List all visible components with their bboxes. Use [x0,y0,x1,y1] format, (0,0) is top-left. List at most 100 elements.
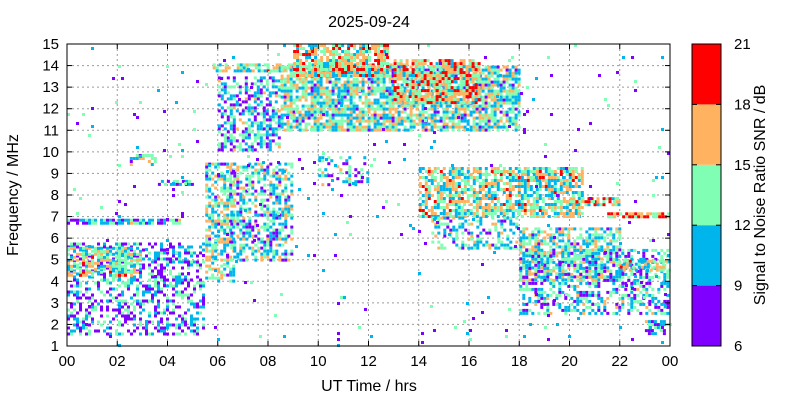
snr-cell [433,122,437,126]
snr-cell [76,290,79,294]
snr-cell [217,165,221,169]
snr-cell [272,171,276,175]
snr-cell [151,221,154,225]
snr-cell [359,62,363,65]
snr-cell [271,85,275,89]
snr-cell [462,101,466,105]
snr-cell [475,125,479,129]
snr-cell [277,145,281,149]
snr-cell [205,171,209,175]
snr-cell [511,110,515,114]
snr-cell [217,252,221,256]
snr-cell [244,136,248,140]
snr-cell [287,258,291,262]
snr-cell [484,116,488,120]
snr-cell [520,209,524,212]
snr-cell [223,204,227,208]
snr-cell [332,44,336,47]
snr-cell [304,98,308,102]
snr-cell [217,270,221,274]
snr-cell [259,88,263,92]
snr-cell [337,89,341,93]
snr-cell [245,258,249,262]
snr-cell [499,209,503,212]
snr-cell [148,311,151,315]
snr-cell [320,68,324,71]
snr-cell [268,145,272,149]
snr-cell [353,56,357,59]
snr-cell [263,171,267,175]
snr-cell [298,119,302,123]
snr-cell [265,118,269,122]
snr-cell [479,222,483,226]
snr-cell [322,86,326,90]
snr-cell [567,242,571,246]
snr-cell [496,179,500,182]
snr-cell [523,191,527,194]
snr-cell [391,71,395,75]
snr-cell [400,68,404,72]
snr-cell [445,89,449,93]
snr-cell [556,200,560,203]
snr-cell [316,98,320,102]
snr-cell [76,266,79,270]
snr-cell [151,299,154,303]
snr-cell [353,74,357,77]
snr-cell [211,246,215,250]
snr-cell [427,197,431,200]
snr-cell [160,278,163,282]
snr-cell [511,116,515,120]
snr-cell [472,206,476,209]
snr-cell [278,162,282,166]
snr-cell [451,215,455,218]
snr-cell [85,264,88,268]
snr-cell [463,104,467,108]
snr-cell [534,278,538,282]
snr-cell [499,95,503,99]
snr-cell [223,213,227,217]
snr-cell [445,128,449,132]
snr-cell [263,222,267,226]
snr-cell [314,62,318,65]
snr-cell [499,119,503,123]
snr-cell [456,71,460,75]
snr-cell [132,157,136,160]
snr-cell [460,200,464,203]
snr-cell [85,249,88,253]
snr-cell [100,308,103,312]
snr-cell [487,104,491,108]
snr-cell [376,68,380,72]
snr-cell [289,107,293,111]
snr-cell [497,231,501,235]
snr-cell [409,89,413,93]
snr-cell [217,234,221,238]
snr-cell [239,249,243,253]
snr-cell [127,270,130,274]
snr-cell [526,197,530,200]
snr-cell [250,130,254,134]
snr-cell [85,314,88,318]
snr-cell [514,92,518,96]
snr-cell [562,200,566,203]
snr-cell [334,71,338,75]
snr-cell [463,173,467,176]
snr-cell [245,177,249,181]
snr-cell [70,284,73,288]
snr-cell [439,191,443,194]
snr-cell [272,210,276,214]
snr-cell [493,122,497,126]
snr-cell [229,192,233,196]
snr-cell [399,74,403,78]
snr-cell [103,278,106,282]
snr-cell [304,95,308,99]
snr-cell [514,86,518,90]
snr-cell [292,113,296,117]
snr-cell [526,185,530,188]
snr-cell [535,167,539,170]
snr-cell [514,65,518,69]
snr-cell [496,182,500,185]
snr-cell [347,56,351,59]
snr-cell [442,182,446,185]
snr-cell [163,278,166,282]
snr-cell [73,293,76,297]
